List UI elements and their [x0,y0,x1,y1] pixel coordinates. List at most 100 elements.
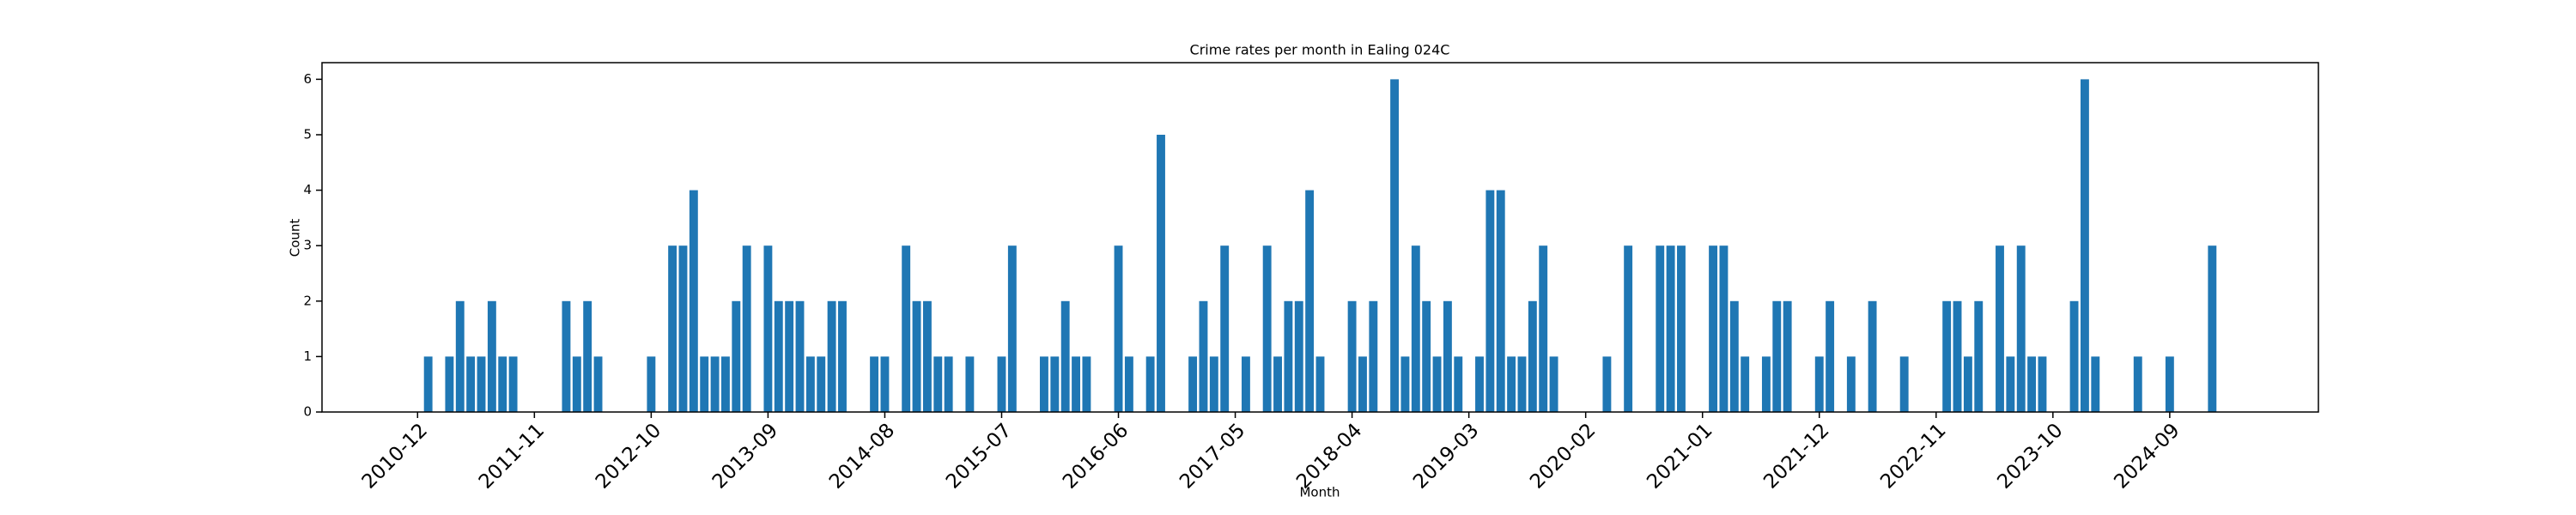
x-tick-label: 2018-04 [1292,419,1366,493]
plot-frame [321,62,2319,413]
bar [1729,300,1739,412]
bar [678,245,688,412]
bar [1209,356,1218,412]
bar [1772,300,1782,412]
bar [1974,300,1984,412]
y-tick-label: 4 [303,182,312,197]
x-tick-label: 2021-01 [1643,419,1716,493]
y-tick-label: 6 [303,71,312,87]
bar [1060,300,1070,412]
bar [2080,79,2089,412]
bar [1411,245,1420,412]
bar [2208,245,2217,412]
bar [827,300,836,412]
bar [1294,300,1303,412]
bar [805,356,815,412]
bar [732,300,741,412]
bar [1040,356,1048,412]
bar [1050,356,1060,412]
bar [1953,300,1962,412]
bar [1624,245,1633,412]
bar [2165,356,2174,412]
bar [1273,356,1282,412]
x-tick-label: 2011-11 [475,419,549,493]
bar [2027,356,2037,412]
bar [870,356,879,412]
y-axis-label: Count [288,219,303,258]
bar [508,356,518,412]
bar [1007,245,1017,412]
x-tick-label: 2013-09 [708,419,782,493]
x-tick-label: 2017-05 [1176,419,1249,493]
bar [912,300,921,412]
chart-title: Crime rates per month in Ealing 024C [1190,42,1450,58]
y-tick-label: 5 [303,126,312,142]
bar [668,245,677,412]
bar [562,300,571,412]
bar [445,356,454,412]
x-tick-label: 2010-12 [358,419,432,493]
bar [1942,300,1952,412]
bar [1549,356,1558,412]
bar [1390,79,1400,412]
bar [1199,300,1208,412]
bar [2038,356,2047,412]
bar [1666,245,1675,412]
bar [742,245,751,412]
bar [1114,245,1123,412]
bar [1082,356,1091,412]
bar [785,300,794,412]
bar [1868,300,1877,412]
bar [902,245,911,412]
bar [689,190,698,413]
bar [477,356,486,412]
bar [1899,356,1909,412]
bar [1422,300,1431,412]
x-tick-label: 2022-11 [1876,419,1950,493]
bar [965,356,975,412]
bar [1528,300,1537,412]
bar [1124,356,1133,412]
bar [721,356,730,412]
bar [1814,356,1824,412]
bar [2006,356,2015,412]
bar [1157,134,1165,412]
bar [774,300,783,412]
x-tick-label: 2023-10 [1993,419,2067,493]
bar [817,356,826,412]
bar [498,356,507,412]
bar [593,356,603,412]
bar [1517,356,1527,412]
bar [1262,245,1272,412]
x-tick-label: 2012-10 [592,419,665,493]
x-tick-label: 2014-08 [825,419,899,493]
bar [795,300,805,412]
bar [1846,356,1856,412]
bar [763,245,773,412]
bar [1496,190,1505,413]
bar [455,300,465,412]
bar [1220,245,1230,412]
bar [1347,300,1357,412]
bar [466,356,476,412]
bar [1241,356,1250,412]
bar [1369,300,1378,412]
y-tick-label: 0 [303,404,312,420]
bar [1996,245,2004,412]
bar [1454,356,1463,412]
bar [1475,356,1484,412]
bar [1963,356,1972,412]
bar [1656,245,1665,412]
bar [1443,300,1452,412]
bar [1539,245,1548,412]
bar [1432,356,1442,412]
bar [933,356,943,412]
bar [944,356,953,412]
bar [423,356,433,412]
bar [583,300,592,412]
bar [1761,356,1771,412]
bar [1602,356,1612,412]
bar [647,356,656,412]
bar [1072,356,1081,412]
